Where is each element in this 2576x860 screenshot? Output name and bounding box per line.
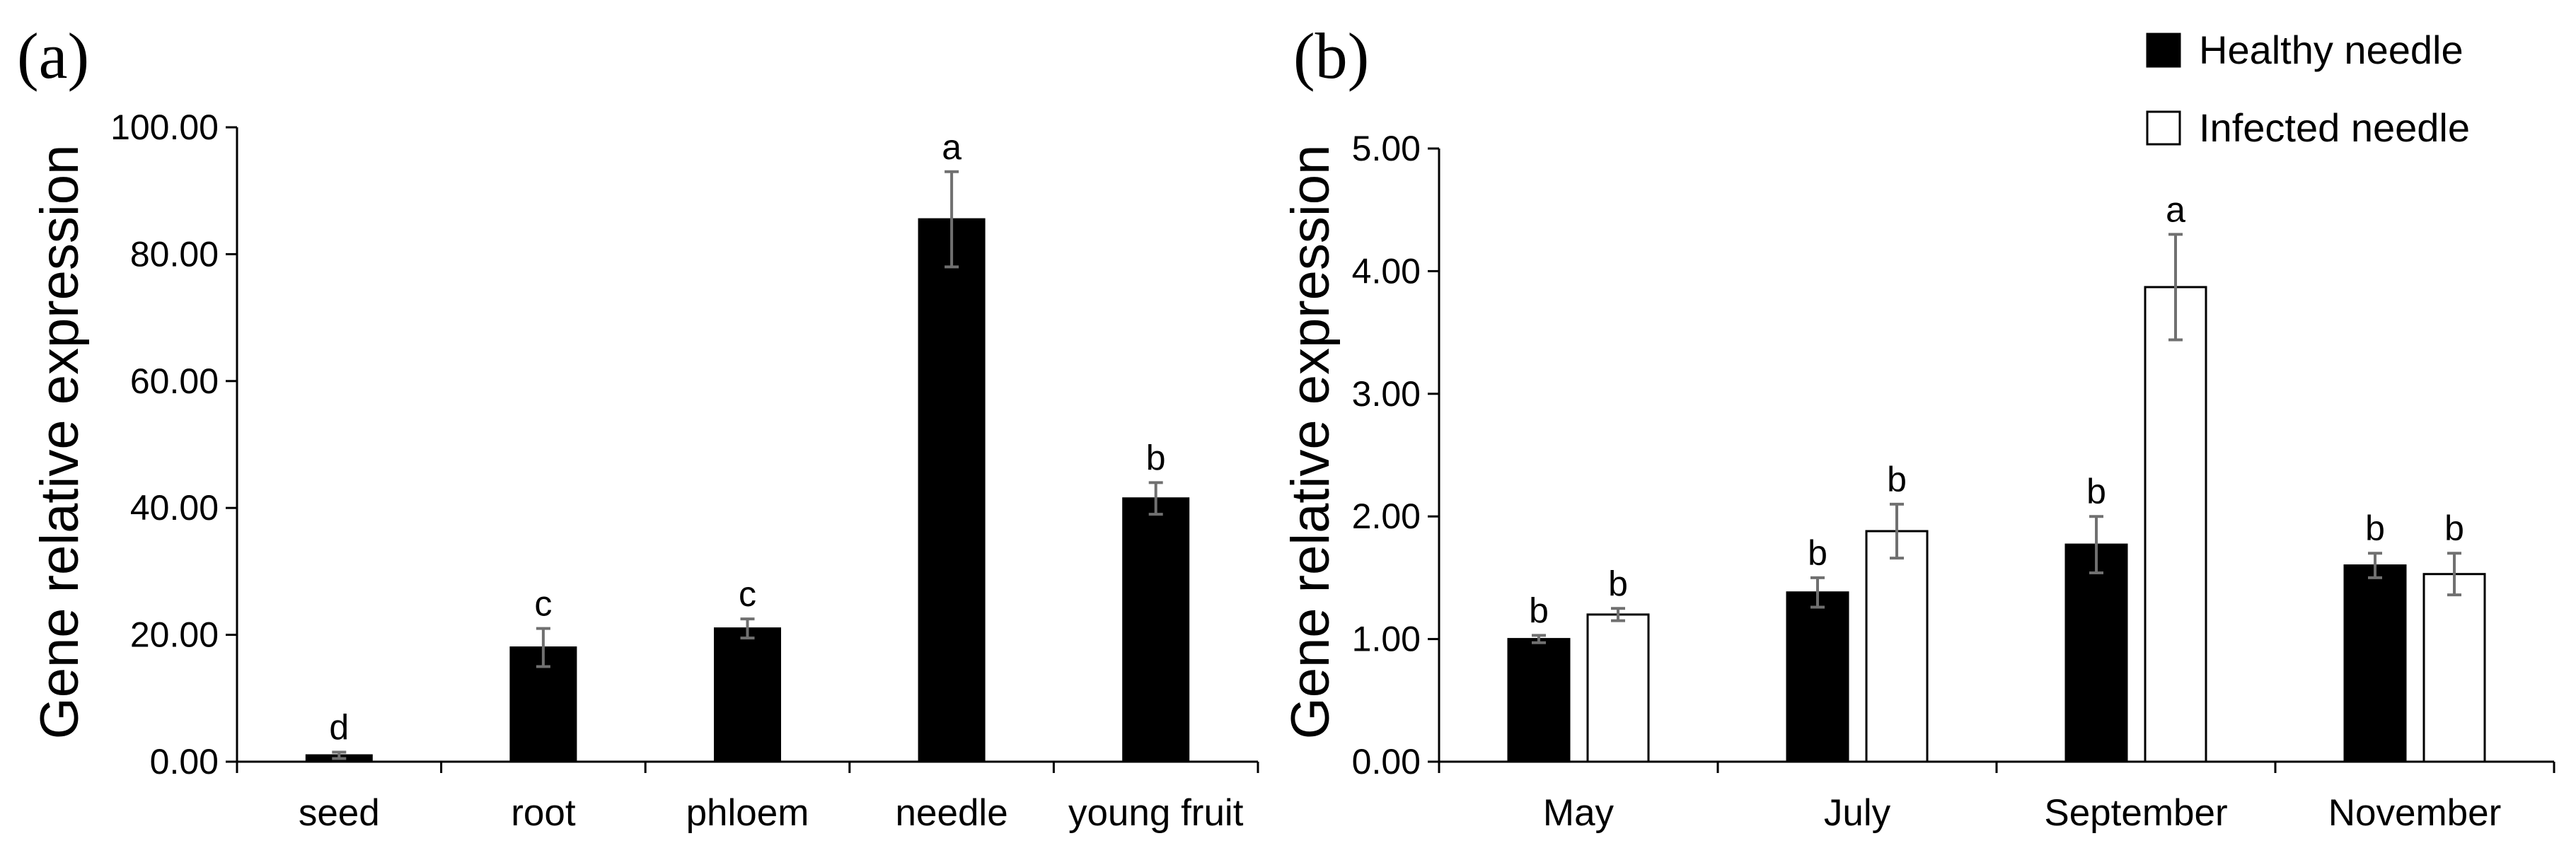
bar	[2343, 564, 2407, 763]
significance-label: d	[329, 708, 349, 748]
panel-a: (a) Gene relative expression 0.00 20.00 40…	[17, 20, 1259, 834]
category-label: root	[511, 792, 576, 834]
bar	[714, 627, 781, 763]
bar	[2144, 286, 2207, 763]
significance-label: c	[534, 584, 552, 624]
panel-b-x-ticks: May July September November	[1438, 762, 2555, 834]
y-tick-label: 3.00	[1352, 374, 1421, 414]
category-label: phloem	[686, 792, 809, 834]
significance-label: a	[2166, 190, 2185, 229]
significance-label: b	[2365, 509, 2385, 548]
bar	[509, 646, 577, 763]
panel-b-ylabel: Gene relative expression	[1281, 145, 1341, 740]
significance-label: c	[739, 574, 756, 614]
bar	[918, 218, 986, 763]
category-label: September	[2044, 792, 2227, 834]
category-label: May	[1543, 792, 1615, 834]
y-tick-label: 1.00	[1352, 620, 1421, 659]
bar	[1122, 497, 1190, 763]
y-tick-label: 80.00	[130, 234, 219, 274]
panel-a-bars: d c c a b	[305, 127, 1190, 763]
significance-label: b	[1608, 564, 1628, 603]
significance-label: b	[1529, 591, 1549, 630]
y-tick-label: 0.00	[1352, 742, 1421, 781]
panel-b-y-ticks: 0.00 1.00 2.00 3.00 4.00 5.00	[1352, 129, 1439, 781]
significance-label: b	[1808, 533, 1827, 573]
y-tick-label: 100.00	[110, 108, 219, 147]
category-label: young fruit	[1068, 792, 1244, 834]
y-tick-label: 40.00	[130, 488, 219, 528]
bar	[1865, 530, 1929, 763]
panel-b-bars: b b b b b a b b	[1507, 190, 2486, 763]
bar	[2064, 543, 2128, 763]
y-tick-label: 0.00	[150, 742, 219, 781]
y-tick-label: 60.00	[130, 361, 219, 401]
category-label: seed	[299, 792, 380, 834]
bar	[1586, 613, 1650, 763]
panel-a-label: (a)	[17, 20, 89, 92]
y-tick-label: 5.00	[1352, 129, 1421, 168]
legend-infected-label: Infected needle	[2199, 105, 2470, 150]
significance-label: b	[2086, 472, 2106, 511]
panel-b: (b) Gene relative expression 0.00 1.00 2.0…	[1281, 20, 2555, 834]
bar	[2422, 573, 2486, 763]
bar	[1786, 591, 1849, 763]
panel-a-x-ticks: seed root phloem needle young fruit	[236, 762, 1259, 834]
category-label: July	[1824, 792, 1891, 834]
legend: Healthy needle Infected needle	[2146, 28, 2470, 150]
legend-healthy-label: Healthy needle	[2199, 28, 2464, 72]
significance-label: b	[1146, 438, 1166, 477]
significance-label: a	[942, 127, 961, 167]
significance-label: b	[2444, 509, 2464, 548]
significance-label: b	[1887, 460, 1907, 499]
y-tick-label: 4.00	[1352, 251, 1421, 291]
y-tick-label: 20.00	[130, 615, 219, 655]
category-label: needle	[896, 792, 1008, 834]
category-label: November	[2328, 792, 2501, 834]
panel-b-label: (b)	[1293, 20, 1369, 92]
y-tick-label: 2.00	[1352, 496, 1421, 536]
panel-a-y-ticks: 0.00 20.00 40.00 60.00 80.00 100.00	[110, 108, 237, 781]
panel-a-ylabel: Gene relative expression	[30, 145, 90, 740]
bar	[1507, 638, 1571, 763]
legend-healthy-swatch	[2146, 33, 2181, 68]
legend-infected-swatch	[2146, 110, 2181, 146]
